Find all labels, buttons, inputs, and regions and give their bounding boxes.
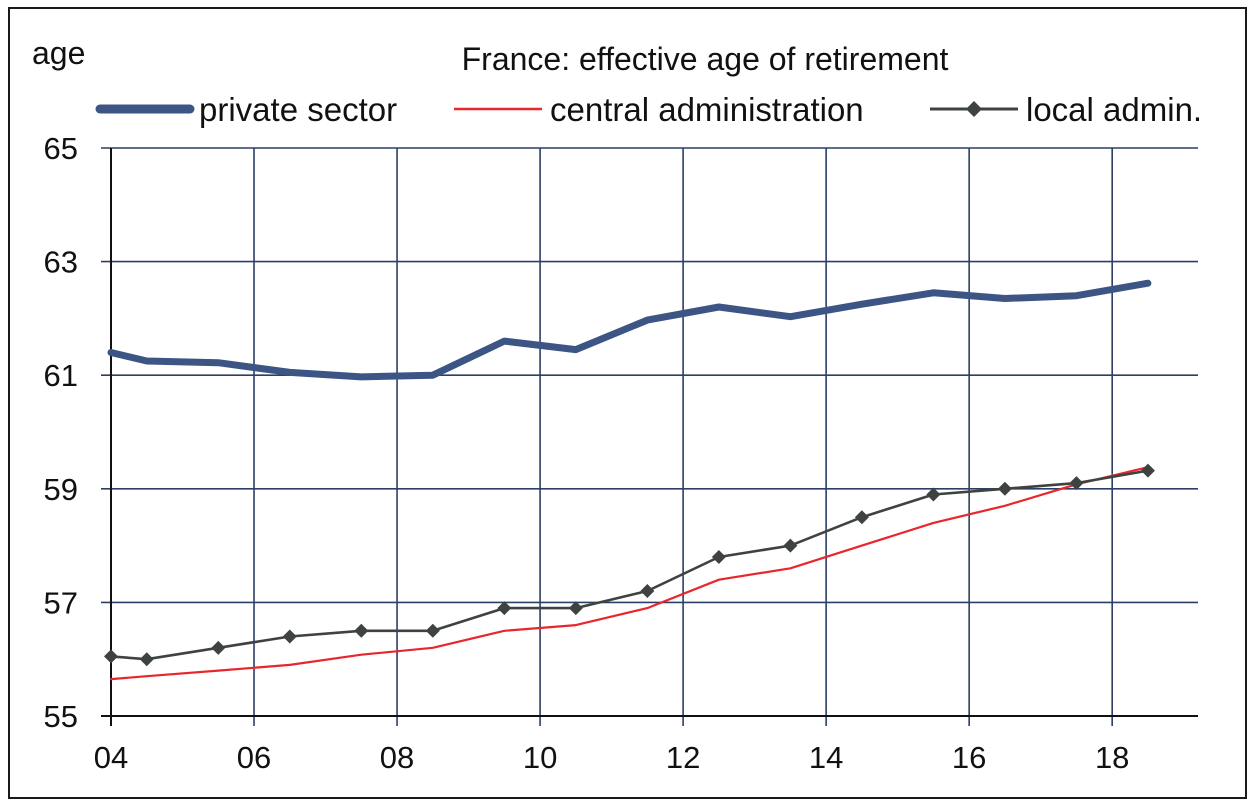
series-line-central-administration [109, 466, 1150, 681]
data-point-local-admin [1140, 463, 1155, 478]
legend-marker-local-admin [966, 101, 982, 117]
data-point-local-admin [211, 640, 226, 655]
data-point-local-admin [640, 584, 655, 599]
x-tick-label: 14 [809, 740, 843, 775]
x-tick-label: 08 [380, 740, 414, 775]
chart-title: France: effective age of retirement [462, 41, 949, 77]
data-point-local-admin [854, 510, 869, 525]
y-tick-label: 65 [44, 131, 78, 166]
data-point-local-admin [568, 601, 583, 616]
data-point-local-admin [354, 623, 369, 638]
legend-label-central-administration: central administration [550, 91, 864, 128]
data-point-local-admin [425, 623, 440, 638]
x-tick-label: 04 [94, 740, 128, 775]
data-point-local-admin [104, 649, 118, 664]
series-line-local-admin [109, 469, 1150, 661]
series-line-private-sector [107, 279, 1152, 381]
y-axis-title: age [32, 35, 85, 71]
y-tick-label: 63 [44, 245, 78, 280]
plot-tick-labels: 55 57 59 61 63 65 04 06 08 10 12 14 16 18 [44, 131, 1130, 775]
data-point-local-admin [783, 538, 798, 553]
x-tick-label: 10 [523, 740, 557, 775]
y-tick-label: 59 [44, 472, 78, 507]
y-tick-label: 55 [44, 699, 78, 734]
data-point-local-admin [497, 601, 512, 616]
x-tick-label: 06 [237, 740, 271, 775]
legend-label-local-admin: local admin. [1026, 91, 1202, 128]
y-tick-label: 57 [44, 585, 78, 620]
plot-axes [101, 148, 1198, 726]
legend: private sector central administration lo… [95, 91, 1202, 128]
x-tick-label: 18 [1095, 740, 1129, 775]
y-tick-label: 61 [44, 358, 78, 393]
data-point-local-admin [711, 549, 726, 564]
data-point-local-admin [1069, 476, 1084, 491]
x-tick-label: 12 [666, 740, 700, 775]
data-point-local-admin [282, 629, 297, 644]
data-point-local-admin [926, 487, 941, 502]
plot-grid [101, 147, 1198, 726]
legend-label-private-sector: private sector [199, 91, 397, 128]
data-point-local-admin [997, 481, 1012, 496]
chart-border [8, 7, 1247, 799]
plot-series [104, 279, 1155, 681]
data-point-local-admin [139, 652, 154, 667]
x-tick-label: 16 [952, 740, 986, 775]
